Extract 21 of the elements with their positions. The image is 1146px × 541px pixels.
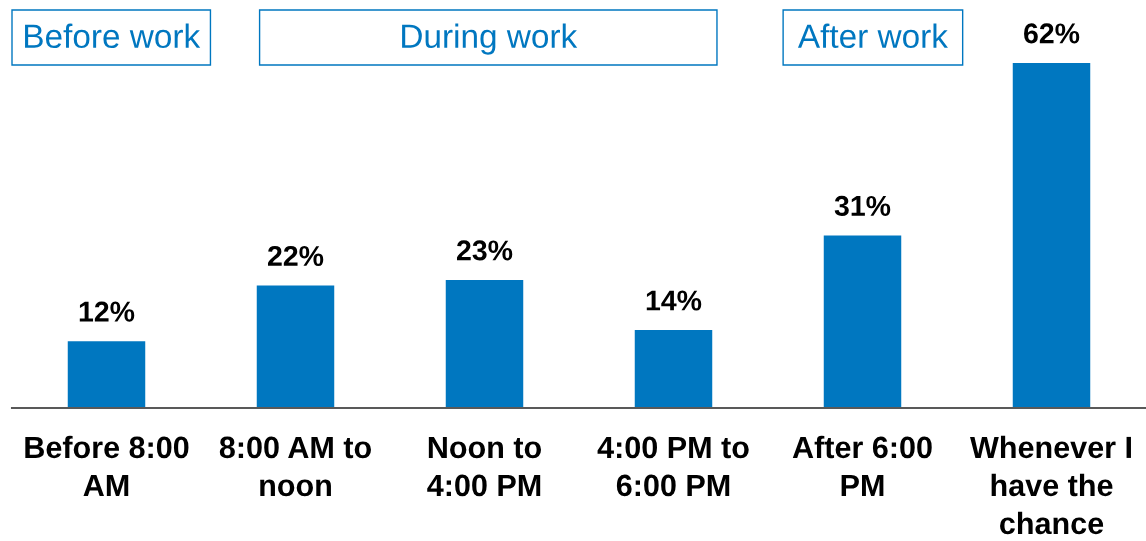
bar xyxy=(445,280,524,408)
text: After work xyxy=(797,23,948,49)
x-tick-label: 8:00 AM to noon xyxy=(219,436,371,497)
data-label: 12% xyxy=(79,301,135,322)
x-tick-label: After 6:00 PM xyxy=(792,435,932,496)
data-label: 62% xyxy=(1024,23,1080,44)
text: Before work xyxy=(25,23,201,49)
bar xyxy=(67,341,146,408)
bar xyxy=(823,235,902,408)
data-label: 31% xyxy=(834,195,891,217)
data-label: 14% xyxy=(646,290,702,311)
bar xyxy=(634,330,713,408)
bar xyxy=(1012,63,1091,408)
x-tick-label: Whenever I have the chance xyxy=(970,435,1131,535)
text: During work xyxy=(402,23,578,55)
x-tick-label: Before 8:00 AM xyxy=(25,435,189,496)
data-label: 22% xyxy=(268,245,324,267)
x-tick-label: 4:00 PM to 6:00 PM xyxy=(597,436,749,497)
bar xyxy=(256,285,335,408)
data-label: 23% xyxy=(457,240,513,261)
x-tick-label: Noon to 4:00 PM xyxy=(427,436,541,497)
